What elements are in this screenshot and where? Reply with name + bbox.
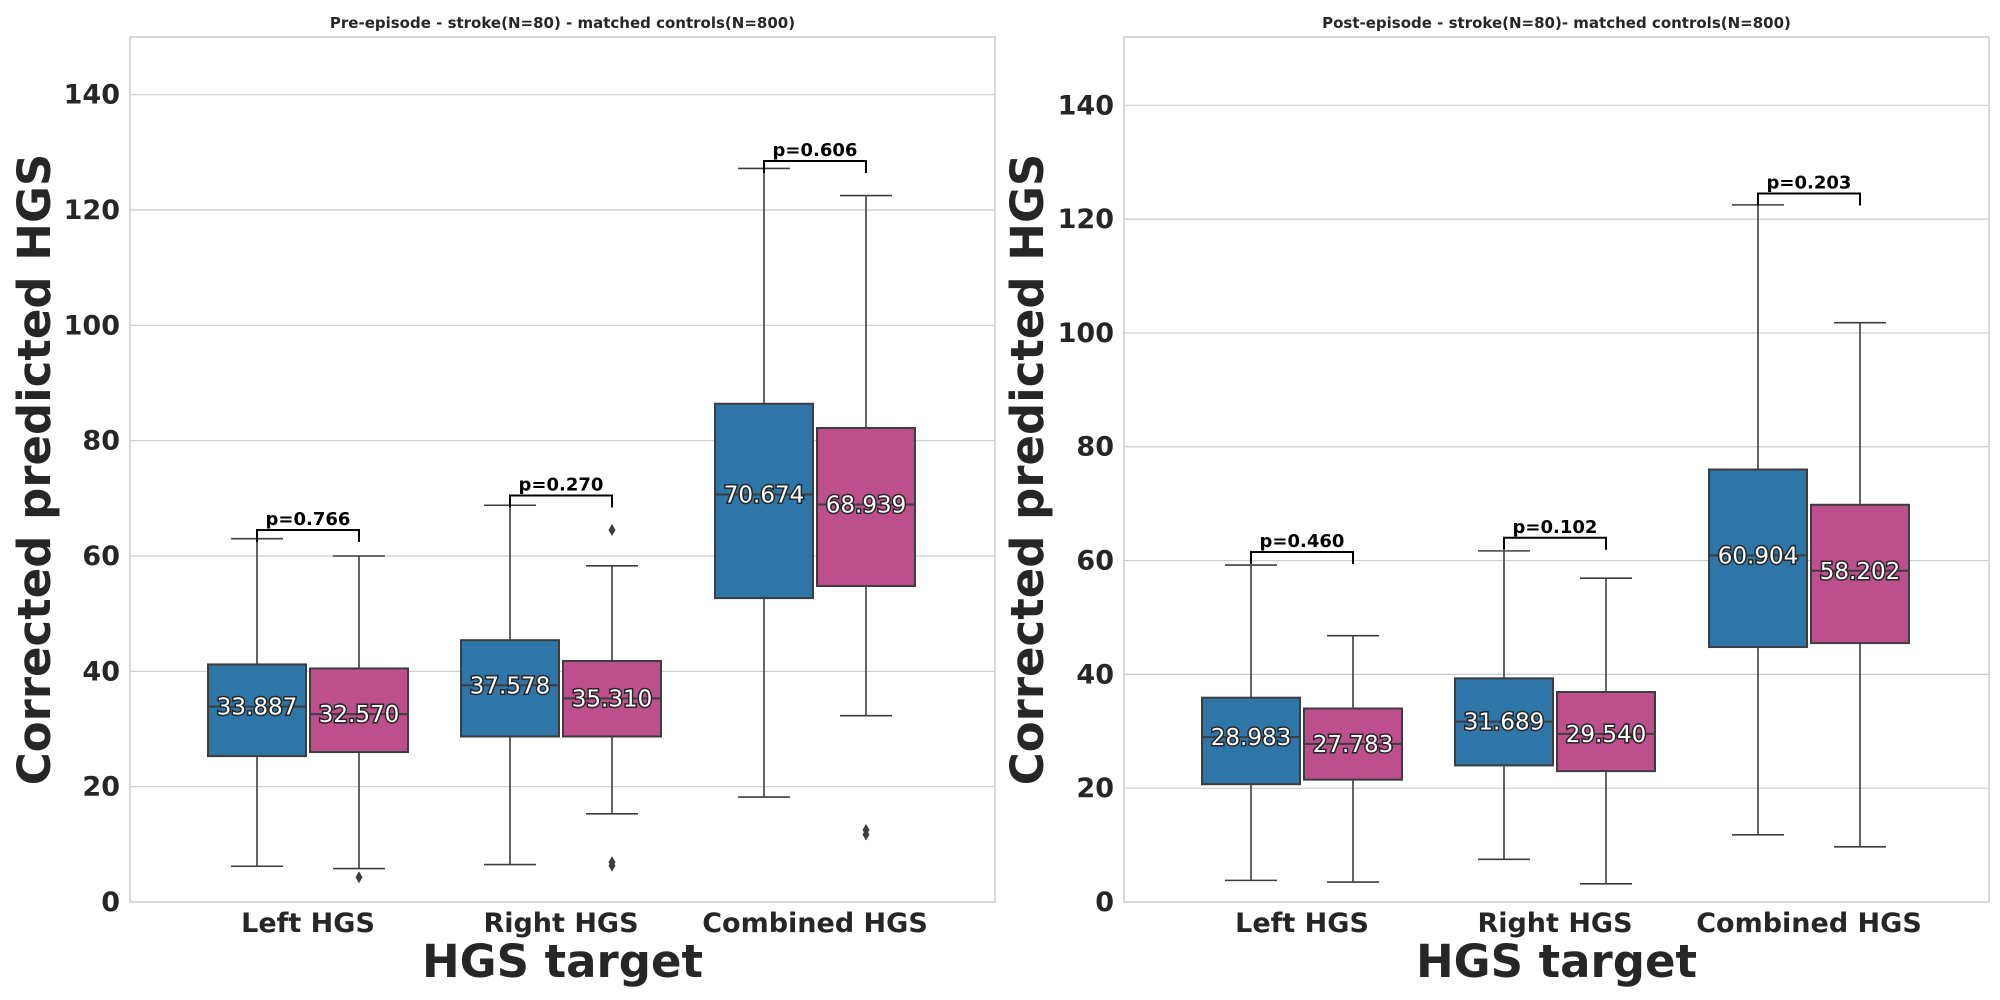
plot-frame bbox=[1123, 36, 1990, 903]
box-control-combined-hgs: 68.939 bbox=[816, 194, 916, 841]
p-value-label: p=0.766 bbox=[266, 509, 351, 530]
y-tick-label: 140 bbox=[1058, 90, 1114, 121]
y-axis-title: Corrected predicted HGS bbox=[1001, 154, 1054, 786]
chart-panel-post-episode: 0 20 40 60 80 100 120 140 Left HGS Right HGS Combi… bbox=[1001, 14, 1990, 988]
x-tick-label: Left HGS bbox=[1235, 908, 1369, 939]
box-control-left-hgs: 32.570 bbox=[309, 555, 409, 884]
y-tick-label: 0 bbox=[1095, 887, 1114, 918]
box-iqr bbox=[207, 663, 307, 758]
x-tick-label: Combined HGS bbox=[1696, 908, 1922, 939]
box-stroke-combined-hgs: 60.904 bbox=[1708, 204, 1808, 836]
y-tick-label: 100 bbox=[1058, 318, 1114, 349]
p-value-label: p=0.606 bbox=[773, 140, 858, 161]
p-value-label: p=0.203 bbox=[1767, 172, 1852, 193]
box-iqr bbox=[714, 402, 814, 600]
median-value-label: 27.783 bbox=[1313, 732, 1393, 758]
y-tick-label: 40 bbox=[82, 656, 120, 687]
chart-panel-pre-episode: 0 20 40 60 80 100 120 140 Left HGS Right HGS Combi… bbox=[8, 14, 996, 988]
box-iqr bbox=[1201, 696, 1301, 786]
plot-frame bbox=[129, 36, 996, 903]
box-iqr bbox=[816, 426, 916, 587]
box-iqr bbox=[1708, 468, 1808, 649]
outlier-point bbox=[355, 871, 363, 884]
bracket-line bbox=[763, 159, 867, 173]
median-value-label: 70.674 bbox=[724, 482, 804, 508]
p-value-label: p=0.270 bbox=[519, 474, 604, 495]
y-tick-label: 20 bbox=[1076, 773, 1114, 804]
box-control-combined-hgs: 58.202 bbox=[1810, 321, 1910, 848]
box-stroke-left-hgs: 33.887 bbox=[207, 537, 307, 868]
bracket-line bbox=[1503, 536, 1607, 550]
chart-title: Pre-episode - stroke(N=80) - matched con… bbox=[330, 14, 795, 32]
median-value-label: 68.939 bbox=[826, 492, 906, 518]
bracket-line bbox=[1250, 551, 1354, 565]
median-value-label: 37.578 bbox=[470, 673, 550, 699]
p-value-bracket: p=0.270 bbox=[509, 474, 613, 508]
median-value-label: 33.887 bbox=[217, 695, 297, 721]
bracket-line bbox=[1757, 192, 1861, 206]
p-value-bracket: p=0.460 bbox=[1250, 531, 1354, 565]
box-iqr bbox=[1810, 503, 1910, 645]
y-tick-label: 80 bbox=[1076, 432, 1114, 463]
median-value-label: 28.983 bbox=[1211, 725, 1291, 751]
x-tick-label: Left HGS bbox=[241, 908, 375, 939]
y-tick-label: 100 bbox=[64, 310, 120, 341]
y-axis-title: Corrected predicted HGS bbox=[8, 154, 61, 786]
p-value-bracket: p=0.606 bbox=[763, 140, 867, 173]
bracket-line bbox=[509, 494, 613, 508]
p-value-bracket: p=0.203 bbox=[1757, 172, 1861, 206]
x-tick-label: Right HGS bbox=[1477, 908, 1632, 939]
p-value-label: p=0.460 bbox=[1260, 531, 1345, 552]
x-axis-title: HGS target bbox=[1416, 935, 1697, 988]
p-value-bracket: p=0.102 bbox=[1503, 517, 1607, 550]
x-axis-title: HGS target bbox=[422, 935, 703, 988]
y-tick-label: 20 bbox=[82, 772, 120, 803]
box-stroke-right-hgs: 37.578 bbox=[460, 504, 560, 866]
y-tick-label: 0 bbox=[101, 887, 120, 918]
x-tick-label: Combined HGS bbox=[702, 908, 928, 939]
box-iqr bbox=[460, 639, 560, 738]
p-value-bracket: p=0.766 bbox=[256, 509, 360, 543]
bracket-line bbox=[256, 529, 360, 543]
y-tick-label: 120 bbox=[1058, 204, 1114, 235]
box-control-left-hgs: 27.783 bbox=[1303, 634, 1403, 883]
y-tick-label: 40 bbox=[1076, 659, 1114, 690]
box-control-right-hgs: 35.310 bbox=[562, 524, 662, 872]
chart-title: Post-episode - stroke(N=80)- matched con… bbox=[1322, 14, 1791, 32]
box-stroke-left-hgs: 28.983 bbox=[1201, 564, 1301, 882]
x-tick-label: Right HGS bbox=[483, 908, 638, 939]
box-stroke-combined-hgs: 70.674 bbox=[714, 167, 814, 798]
y-tick-label: 140 bbox=[64, 80, 120, 111]
outlier-point bbox=[862, 828, 870, 841]
y-tick-label: 60 bbox=[82, 541, 120, 572]
y-tick-label: 120 bbox=[64, 195, 120, 226]
median-value-label: 60.904 bbox=[1718, 543, 1798, 569]
median-value-label: 32.570 bbox=[319, 702, 399, 728]
median-value-label: 29.540 bbox=[1566, 722, 1646, 748]
outlier-point bbox=[608, 524, 616, 537]
y-tick-label: 80 bbox=[82, 426, 120, 457]
box-iqr bbox=[309, 667, 409, 754]
p-value-label: p=0.102 bbox=[1513, 517, 1598, 538]
median-value-label: 35.310 bbox=[572, 686, 652, 712]
box-stroke-right-hgs: 31.689 bbox=[1454, 550, 1554, 861]
median-value-label: 31.689 bbox=[1464, 710, 1544, 736]
median-value-label: 58.202 bbox=[1820, 559, 1900, 585]
box-control-right-hgs: 29.540 bbox=[1556, 577, 1656, 885]
y-tick-label: 60 bbox=[1076, 546, 1114, 577]
outlier-point bbox=[608, 859, 616, 872]
box-iqr bbox=[1556, 691, 1656, 773]
